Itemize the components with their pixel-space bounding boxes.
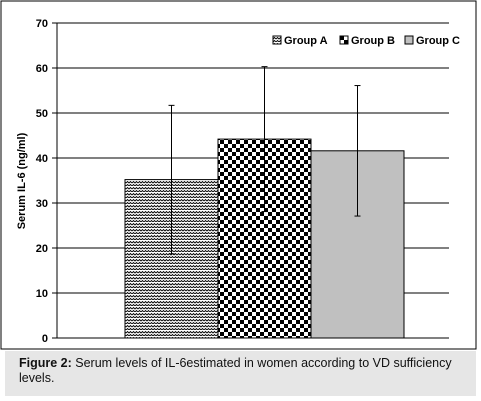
y-tick-label: 0 [42,333,48,345]
y-tick-label: 10 [36,288,48,300]
error-bars [168,66,361,255]
legend-label-3: Group C [416,35,460,47]
y-tick-label: 60 [36,63,48,75]
axes [56,23,449,339]
figure-caption: Figure 2: Serum levels of IL-6estimated … [5,351,476,396]
legend-label-2: Group B [351,35,395,47]
y-tick-label: 50 [36,108,48,120]
legend-swatch-1 [272,35,282,45]
caption-text: Serum levels of IL-6estimated in women a… [19,356,452,385]
y-tick-labels: 0 10 20 30 40 50 60 70 [36,18,48,345]
legend-swatch-3 [404,35,414,45]
bar-chart: 0 10 20 30 40 50 60 70 Serum IL-6 (ng/ml) Group… [0,0,477,350]
y-tick-label: 40 [36,153,48,165]
y-tick-label: 30 [36,198,48,210]
y-axis-label: Serum IL-6 (ng/ml) [16,132,28,229]
bars [124,138,405,339]
legend: Group A Group B Group C [272,35,460,47]
caption-label: Figure 2: [19,356,72,370]
legend-swatch-2 [339,35,349,45]
y-tick-label: 20 [36,243,48,255]
legend-label-1: Group A [284,35,328,47]
y-tick-label: 70 [36,18,48,30]
